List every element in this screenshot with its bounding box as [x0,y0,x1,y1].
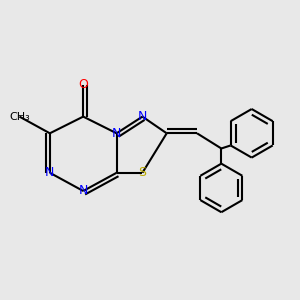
Text: N: N [45,166,55,179]
Text: N: N [138,110,147,123]
Text: S: S [138,166,146,179]
Text: O: O [78,78,88,91]
Text: N: N [112,127,121,140]
Text: N: N [79,184,88,197]
Text: CH₃: CH₃ [9,112,30,122]
